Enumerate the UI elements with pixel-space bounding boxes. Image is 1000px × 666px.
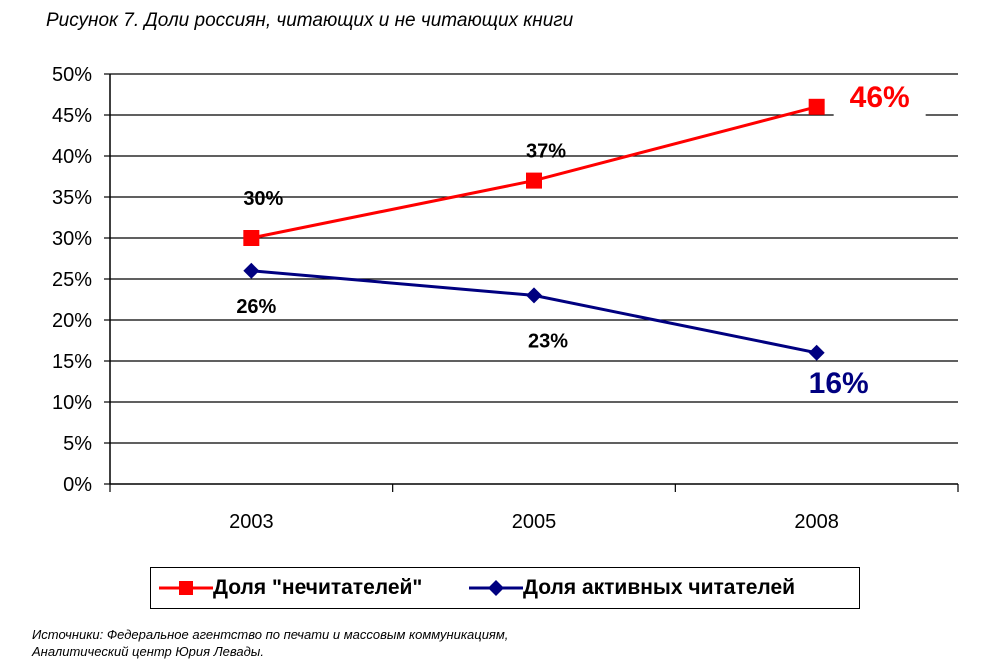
y-tick-label: 35% (52, 187, 92, 209)
data-point-marker (526, 287, 542, 304)
series-line (251, 105, 818, 240)
data-label: 23% (528, 330, 568, 352)
chart-title: Рисунок 7. Доли россиян, читающих и не ч… (46, 10, 574, 31)
y-tick-label: 20% (52, 310, 92, 332)
y-tick-label: 40% (52, 146, 92, 168)
data-point-marker (526, 172, 542, 189)
y-tick-label: 15% (52, 351, 92, 373)
y-axis-ticks: 0% 5% 10% 15% 20% 25% 30% 35% 40% 45% 50% (52, 64, 110, 496)
gridlines (110, 73, 958, 444)
data-point-marker (243, 262, 260, 279)
data-point-marker (808, 344, 825, 361)
source-line-1: Источники: Федеральное агентство по печа… (32, 627, 509, 642)
data-label: 16% (809, 367, 869, 400)
legend-swatch-active-readers (469, 580, 523, 596)
y-tick-label: 25% (52, 269, 92, 291)
series-markers (243, 98, 825, 361)
data-label: 26% (236, 296, 276, 318)
legend-label-nonreaders: Доля "нечитателей" (213, 576, 423, 599)
data-label: 46% (850, 81, 910, 114)
x-tick-label: 2003 (229, 511, 274, 533)
source-note: Источники: Федеральное агентство по печа… (32, 626, 508, 660)
legend-item-active-readers: Доля активных читателей (469, 568, 795, 608)
legend-swatch-nonreaders (159, 581, 213, 595)
axes (109, 74, 958, 485)
y-tick-label: 50% (52, 64, 92, 86)
data-labels: 30% 37% 46% 26% 23% 16% (236, 78, 926, 400)
data-point-marker (243, 230, 260, 246)
line-chart: 0% 5% 10% 15% 20% 25% 30% 35% 40% 45% 50% 2003 2005… (52, 64, 959, 533)
y-tick-label: 0% (63, 474, 92, 496)
data-label: 30% (243, 188, 283, 210)
y-tick-label: 10% (52, 392, 92, 414)
y-tick-label: 45% (52, 105, 92, 127)
x-tick-label: 2008 (794, 511, 839, 533)
source-line-2: Аналитический центр Юрия Левады. (32, 644, 264, 659)
legend-item-nonreaders: Доля "нечитателей" (159, 568, 422, 608)
data-label: 37% (526, 141, 566, 163)
y-tick-label: 5% (63, 433, 92, 455)
data-point-marker (808, 98, 825, 115)
x-tick-label: 2005 (512, 511, 557, 533)
legend: Доля "нечитателей" Доля активных читател… (150, 567, 860, 609)
legend-label-active-readers: Доля активных читателей (523, 576, 796, 599)
y-tick-label: 30% (52, 228, 92, 250)
data-label-background (833, 78, 926, 119)
x-axis-ticks: 2003 2005 2008 (109, 484, 959, 533)
